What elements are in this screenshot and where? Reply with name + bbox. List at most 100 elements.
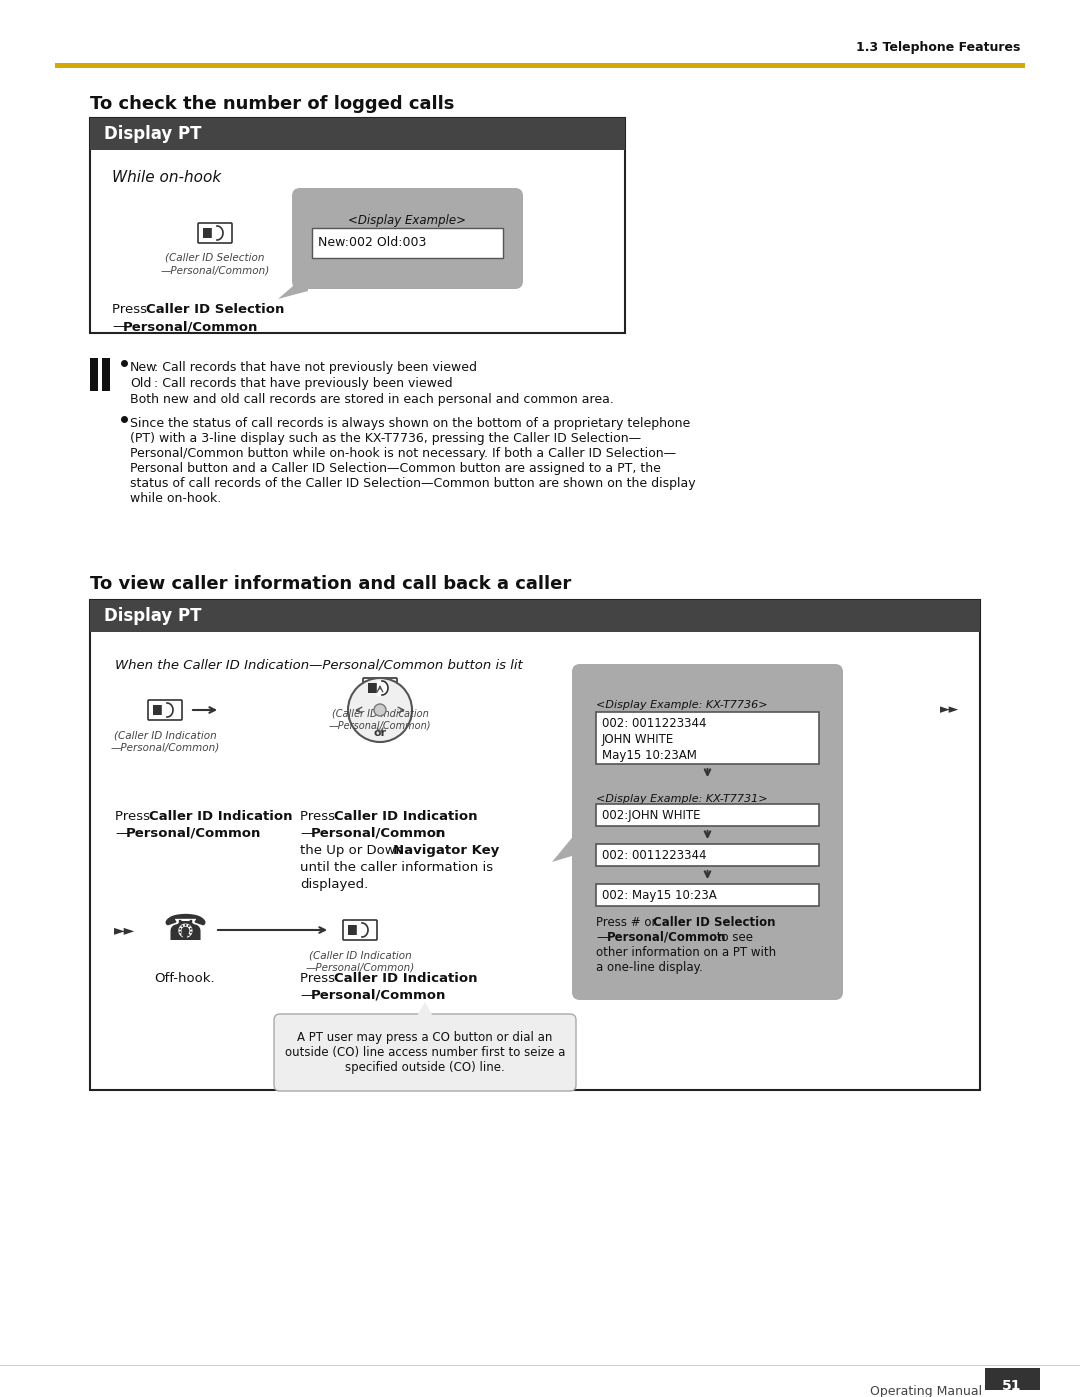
Text: <Display Example: KX-T7731>: <Display Example: KX-T7731> xyxy=(596,793,768,805)
Text: (Caller ID Indication
—Personal/Common): (Caller ID Indication —Personal/Common) xyxy=(306,950,415,972)
Text: Operating Manual: Operating Manual xyxy=(870,1384,982,1397)
Bar xyxy=(596,712,819,764)
Text: Press: Press xyxy=(114,810,154,823)
Text: Display PT: Display PT xyxy=(104,124,202,142)
Text: while on-hook.: while on-hook. xyxy=(130,492,221,504)
Text: a one-line display.: a one-line display. xyxy=(596,961,703,974)
Text: Personal/Common: Personal/Common xyxy=(311,827,446,840)
Text: displayed.: displayed. xyxy=(300,877,368,891)
Text: Personal/Common: Personal/Common xyxy=(311,989,446,1002)
Text: (Caller ID Selection
—Personal/Common): (Caller ID Selection —Personal/Common) xyxy=(160,253,270,275)
Text: Caller ID Indication: Caller ID Indication xyxy=(334,972,477,985)
Text: JOHN WHITE: JOHN WHITE xyxy=(602,733,674,746)
Text: 002:JOHN WHITE: 002:JOHN WHITE xyxy=(602,809,701,821)
Bar xyxy=(90,117,625,332)
Text: 002: 0011223344: 002: 0011223344 xyxy=(602,717,706,731)
Text: ☎: ☎ xyxy=(162,914,207,947)
Text: Caller ID Indication: Caller ID Indication xyxy=(334,810,477,823)
Text: 51: 51 xyxy=(1002,1379,1022,1393)
Text: —: — xyxy=(112,320,125,332)
Text: <Display Example>: <Display Example> xyxy=(349,214,467,226)
Text: Personal button and a Caller ID Selection—Common button are assigned to a PT, th: Personal button and a Caller ID Selectio… xyxy=(130,462,661,475)
Text: Press # or: Press # or xyxy=(596,916,660,929)
Text: New:002 Old:003: New:002 Old:003 xyxy=(318,236,427,250)
Text: Personal/Common: Personal/Common xyxy=(126,827,261,840)
Text: Press: Press xyxy=(112,303,151,316)
Bar xyxy=(596,844,819,866)
Bar xyxy=(90,117,625,149)
Text: (PT) with a 3-line display such as the KX-T7736, pressing the Caller ID Selectio: (PT) with a 3-line display such as the K… xyxy=(130,432,642,446)
Bar xyxy=(55,63,1025,68)
Text: (Caller ID Indication
—Personal/Common): (Caller ID Indication —Personal/Common) xyxy=(110,731,219,753)
Text: 002: May15 10:23A: 002: May15 10:23A xyxy=(602,888,717,902)
Polygon shape xyxy=(552,821,585,862)
Text: Press: Press xyxy=(300,972,339,985)
Text: Navigator Key: Navigator Key xyxy=(393,844,499,856)
Bar xyxy=(90,599,980,1090)
Text: : Call records that have previously been viewed: : Call records that have previously been… xyxy=(154,377,453,390)
Text: While on-hook: While on-hook xyxy=(112,170,221,184)
Text: or: or xyxy=(423,827,441,840)
Text: Old: Old xyxy=(130,377,151,390)
Text: Personal/Common button while on-hook is not necessary. If both a Caller ID Selec: Personal/Common button while on-hook is … xyxy=(130,447,676,460)
Text: ►►: ►► xyxy=(941,704,960,717)
Text: until the caller information is: until the caller information is xyxy=(300,861,494,875)
Text: Press: Press xyxy=(300,810,339,823)
Text: A PT user may press a CO button or dial an
outside (CO) line access number first: A PT user may press a CO button or dial … xyxy=(285,1031,565,1074)
Bar xyxy=(90,599,980,631)
Text: Since the status of call records is always shown on the bottom of a proprietary : Since the status of call records is alwa… xyxy=(130,416,690,430)
FancyBboxPatch shape xyxy=(343,921,377,940)
Bar xyxy=(203,228,212,237)
Text: When the Caller ID Indication—Personal/Common button is lit: When the Caller ID Indication—Personal/C… xyxy=(114,658,523,671)
Bar xyxy=(102,358,110,391)
Ellipse shape xyxy=(367,724,393,742)
Text: status of call records of the Caller ID Selection—Common button are shown on the: status of call records of the Caller ID … xyxy=(130,476,696,490)
Text: Caller ID Selection: Caller ID Selection xyxy=(146,303,284,316)
Circle shape xyxy=(348,678,411,742)
Text: .: . xyxy=(238,827,242,840)
Polygon shape xyxy=(415,1002,435,1020)
Text: To view caller information and call back a caller: To view caller information and call back… xyxy=(90,576,571,592)
Circle shape xyxy=(374,704,386,717)
FancyBboxPatch shape xyxy=(292,189,523,289)
Text: .: . xyxy=(235,320,239,332)
FancyBboxPatch shape xyxy=(274,1014,576,1091)
Text: Caller ID Indication: Caller ID Indication xyxy=(149,810,293,823)
FancyBboxPatch shape xyxy=(198,224,232,243)
FancyBboxPatch shape xyxy=(572,664,843,1000)
Bar xyxy=(312,228,503,258)
Text: To check the number of logged calls: To check the number of logged calls xyxy=(90,95,455,113)
Text: Display PT: Display PT xyxy=(104,608,202,624)
Text: : Call records that have not previously been viewed: : Call records that have not previously … xyxy=(154,360,477,374)
Polygon shape xyxy=(278,272,308,299)
Text: Personal/Common: Personal/Common xyxy=(607,930,727,944)
Text: the Up or Down: the Up or Down xyxy=(300,844,408,856)
Text: Caller ID Selection: Caller ID Selection xyxy=(653,916,775,929)
Text: —: — xyxy=(300,827,313,840)
Bar xyxy=(596,805,819,826)
Bar xyxy=(90,358,98,391)
Text: Both new and old call records are stored in each personal and common area.: Both new and old call records are stored… xyxy=(130,393,613,407)
Bar xyxy=(596,884,819,907)
Text: (Caller ID Indication
—Personal/Common): (Caller ID Indication —Personal/Common) xyxy=(328,708,431,731)
Text: Off-hook.: Off-hook. xyxy=(154,972,215,985)
Text: May15 10:23AM: May15 10:23AM xyxy=(602,749,697,761)
Text: New: New xyxy=(130,360,158,374)
Text: to see: to see xyxy=(713,930,753,944)
Circle shape xyxy=(163,908,207,951)
Text: ►►: ►► xyxy=(114,923,136,937)
Text: Personal/Common: Personal/Common xyxy=(123,320,258,332)
Text: —: — xyxy=(300,989,313,1002)
FancyBboxPatch shape xyxy=(148,700,183,719)
Text: 002: 0011223344: 002: 0011223344 xyxy=(602,849,706,862)
Bar xyxy=(985,1368,1040,1390)
Bar xyxy=(348,925,357,935)
Bar xyxy=(368,683,377,693)
Text: —: — xyxy=(596,930,608,944)
Text: other information on a PT with: other information on a PT with xyxy=(596,946,777,958)
Bar xyxy=(153,705,162,715)
Text: —: — xyxy=(114,827,129,840)
FancyBboxPatch shape xyxy=(363,678,397,698)
Text: or: or xyxy=(374,728,387,738)
Text: .: . xyxy=(423,989,427,1002)
